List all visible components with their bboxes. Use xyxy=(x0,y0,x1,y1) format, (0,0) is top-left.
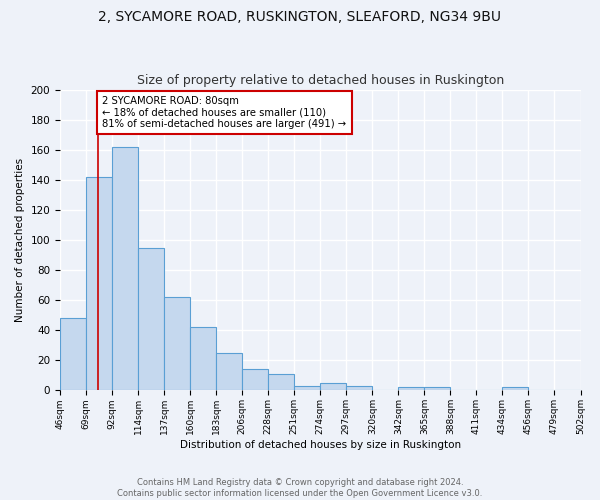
Bar xyxy=(164,297,190,390)
Bar xyxy=(294,386,320,390)
Bar xyxy=(502,388,529,390)
Text: Contains HM Land Registry data © Crown copyright and database right 2024.
Contai: Contains HM Land Registry data © Crown c… xyxy=(118,478,482,498)
X-axis label: Distribution of detached houses by size in Ruskington: Distribution of detached houses by size … xyxy=(180,440,461,450)
Bar xyxy=(320,383,346,390)
Bar xyxy=(138,248,164,390)
Y-axis label: Number of detached properties: Number of detached properties xyxy=(15,158,25,322)
Bar xyxy=(60,318,86,390)
Bar xyxy=(242,370,268,390)
Title: Size of property relative to detached houses in Ruskington: Size of property relative to detached ho… xyxy=(137,74,504,87)
Bar xyxy=(112,146,138,390)
Bar xyxy=(268,374,294,390)
Text: 2, SYCAMORE ROAD, RUSKINGTON, SLEAFORD, NG34 9BU: 2, SYCAMORE ROAD, RUSKINGTON, SLEAFORD, … xyxy=(98,10,502,24)
Bar xyxy=(86,177,112,390)
Bar xyxy=(346,386,373,390)
Bar xyxy=(424,388,451,390)
Bar xyxy=(190,327,216,390)
Bar xyxy=(216,353,242,391)
Bar xyxy=(398,388,424,390)
Text: 2 SYCAMORE ROAD: 80sqm
← 18% of detached houses are smaller (110)
81% of semi-de: 2 SYCAMORE ROAD: 80sqm ← 18% of detached… xyxy=(103,96,347,129)
